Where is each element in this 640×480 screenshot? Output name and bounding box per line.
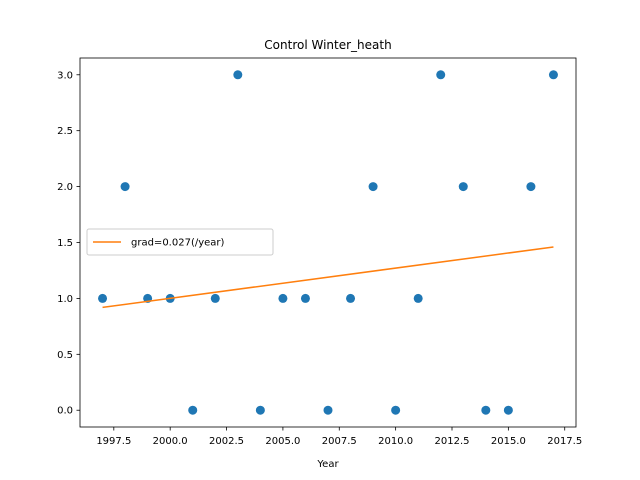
data-point [323, 405, 333, 415]
y-tick-label: 0.5 [57, 350, 73, 361]
x-tick-label: 2010.0 [378, 436, 413, 447]
legend-box [86, 228, 274, 256]
data-point [391, 405, 401, 415]
data-point [503, 405, 513, 415]
data-point [210, 293, 220, 303]
data-point [481, 405, 491, 415]
data-point [300, 293, 310, 303]
chart-title: Control Winter_heath [264, 38, 391, 52]
x-tick-label: 2000.0 [153, 436, 188, 447]
data-point [188, 405, 198, 415]
x-axis: 1997.5 2000.0 2002.5 2005.0 2007.5 2010.0 2012… [96, 427, 582, 447]
data-point [98, 293, 108, 303]
data-point [548, 70, 558, 80]
data-point [278, 293, 288, 303]
x-tick-label: 2002.5 [209, 436, 244, 447]
data-point [458, 182, 468, 192]
data-point [436, 70, 446, 80]
data-marks [98, 70, 558, 415]
y-tick-label: 1.5 [57, 238, 73, 249]
data-point [255, 405, 265, 415]
data-point [413, 293, 423, 303]
data-point [368, 182, 378, 192]
legend: grad=0.027(/year) [86, 228, 274, 256]
y-tick-label: 3.0 [57, 70, 73, 81]
trend-line [102, 246, 554, 309]
x-tick-label: 2012.5 [435, 436, 470, 447]
x-tick-label: 2005.0 [265, 436, 300, 447]
y-axis: 0.0 0.5 1.0 1.5 2.0 2.5 3.0 [57, 70, 80, 417]
data-point [346, 293, 356, 303]
y-tick-label: 1.0 [57, 294, 73, 305]
y-tick-label: 2.5 [57, 126, 73, 137]
x-axis-label: Year [316, 459, 339, 470]
x-tick-label: 2015.0 [491, 436, 526, 447]
data-point [526, 182, 536, 192]
x-tick-label: 1997.5 [96, 436, 131, 447]
y-tick-label: 2.0 [57, 182, 73, 193]
x-tick-label: 2007.5 [322, 436, 357, 447]
data-point [120, 182, 130, 192]
legend-label: grad=0.027(/year) [131, 238, 225, 249]
x-tick-label: 2017.5 [547, 436, 582, 447]
data-point [233, 70, 243, 80]
y-tick-label: 0.0 [57, 406, 73, 417]
